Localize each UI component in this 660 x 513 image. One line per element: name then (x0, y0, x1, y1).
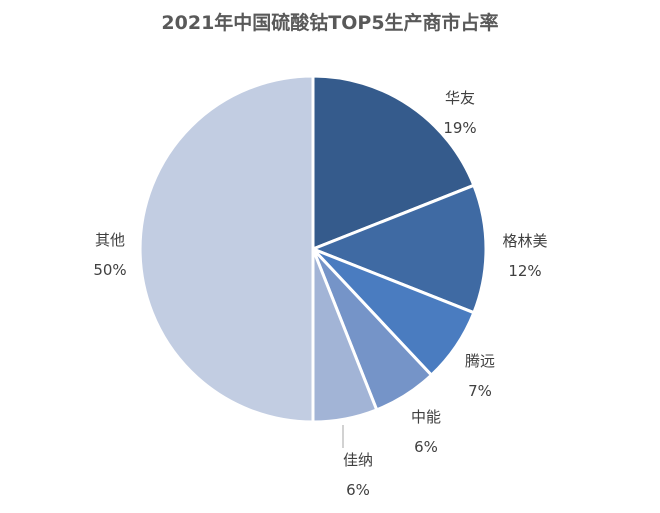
slice-label-pct: 12% (508, 262, 542, 280)
slice-label-zhongneng: 中能 6% (396, 402, 456, 462)
slice-label-name: 佳纳 (342, 451, 373, 469)
slice-label-name: 格林美 (502, 232, 548, 250)
pie-slice-6 (138, 74, 315, 424)
slice-label-pct: 6% (346, 481, 370, 499)
slice-label-huayou: 华友 19% (430, 83, 490, 143)
slice-label-others: 其他 50% (75, 225, 145, 285)
slice-label-pct: 50% (93, 261, 127, 279)
slice-label-gem: 格林美 12% (490, 226, 560, 286)
slice-label-jiana: 佳纳 6% (328, 445, 388, 505)
slice-label-pct: 19% (443, 119, 477, 137)
slice-label-name: 中能 (410, 408, 441, 426)
slice-label-name: 腾远 (464, 352, 495, 370)
slice-label-name: 其他 (94, 231, 125, 249)
slice-label-name: 华友 (444, 89, 475, 107)
slice-label-pct: 7% (468, 382, 492, 400)
pie-slice-2 (311, 183, 488, 315)
chart-title: 2021年中国硫酸钴TOP5生产商市占率 (161, 12, 499, 34)
pie-slices (138, 74, 488, 424)
slice-label-pct: 6% (414, 438, 438, 456)
pie-slice-1 (311, 74, 476, 251)
slice-label-tengyuan: 腾远 7% (450, 346, 510, 406)
